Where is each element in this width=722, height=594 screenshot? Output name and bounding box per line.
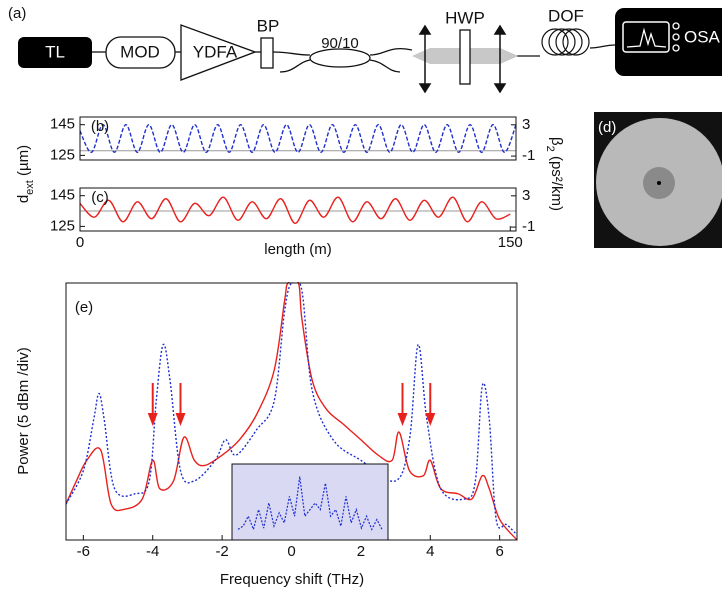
node-label: DOF bbox=[548, 6, 584, 25]
panel-label: (e) bbox=[75, 299, 93, 316]
axis-label-unit: (µm) bbox=[15, 145, 32, 180]
fiber-coil bbox=[541, 28, 590, 56]
axis-label: Power (5 dBm /div) bbox=[15, 347, 32, 475]
node-label: 90/10 bbox=[321, 35, 359, 52]
x-tick-label: -2 bbox=[215, 543, 228, 560]
y2-tick-label: 3 bbox=[522, 187, 530, 204]
y-tick-label: 145 bbox=[50, 187, 75, 204]
amplifier bbox=[180, 24, 257, 81]
x-tick-label: 6 bbox=[495, 543, 503, 560]
y2-tick-label: -1 bbox=[522, 218, 535, 235]
arrow-head bbox=[397, 413, 408, 426]
x-tick-label: 0 bbox=[76, 234, 84, 251]
coupler bbox=[309, 48, 371, 68]
y-tick-label: 125 bbox=[50, 217, 75, 234]
node-label: OSA bbox=[684, 27, 721, 46]
x-tick-label: 150 bbox=[498, 234, 523, 251]
plot-frame bbox=[79, 187, 517, 232]
node-label: TL bbox=[45, 42, 65, 61]
node-label: BP bbox=[257, 16, 280, 35]
x-tick-label: -6 bbox=[77, 543, 90, 560]
arrow-head bbox=[425, 413, 436, 426]
setup-diagram bbox=[92, 44, 616, 73]
node-label: MOD bbox=[120, 42, 160, 61]
fiber-core-center bbox=[657, 181, 661, 185]
data-line bbox=[66, 282, 517, 536]
axis-label-sub: ext bbox=[24, 180, 36, 195]
arrow-head bbox=[147, 413, 158, 426]
plot-frame bbox=[79, 116, 517, 161]
inset-line bbox=[237, 476, 383, 532]
panel-label: (a) bbox=[8, 5, 26, 22]
panel-label: (d) bbox=[598, 119, 616, 136]
y2-tick-label: -1 bbox=[522, 147, 535, 164]
arrow-head bbox=[175, 413, 186, 426]
y-tick-label: 125 bbox=[50, 146, 75, 163]
axis-label: Frequency shift (THz) bbox=[220, 571, 364, 588]
filter bbox=[260, 37, 274, 69]
axis-label-main: d bbox=[15, 195, 32, 203]
inset-frame bbox=[231, 463, 389, 541]
y2-tick-label: 3 bbox=[522, 116, 530, 133]
x-tick-label: -4 bbox=[146, 543, 159, 560]
y-tick-label: 145 bbox=[50, 116, 75, 133]
axis-label-unit: (ps²/km) bbox=[548, 152, 565, 211]
osa-trace bbox=[626, 27, 667, 48]
panel-label: (b) bbox=[91, 118, 109, 135]
x-tick-label: 0 bbox=[287, 543, 295, 560]
axis-label: β2 (ps²/km) bbox=[544, 137, 565, 211]
waveplate bbox=[459, 29, 471, 85]
node-label: HWP bbox=[445, 8, 485, 27]
x-tick-label: 4 bbox=[426, 543, 434, 560]
axis-label-main: β bbox=[548, 137, 565, 146]
axis-label: dext (µm) bbox=[15, 145, 36, 203]
node-label: YDFA bbox=[193, 42, 238, 61]
lenses bbox=[418, 24, 507, 94]
data-line bbox=[80, 196, 511, 225]
data-line bbox=[80, 123, 516, 154]
osa-screen bbox=[622, 21, 670, 53]
axis-label: length (m) bbox=[264, 241, 332, 258]
tl-box bbox=[18, 37, 92, 68]
mod-box bbox=[105, 36, 176, 69]
x-tick-label: 2 bbox=[357, 543, 365, 560]
plot-frame bbox=[65, 282, 518, 541]
panel-label: (c) bbox=[91, 189, 109, 206]
axis-label-sub: 2 bbox=[544, 146, 556, 152]
osa-knobs bbox=[672, 22, 680, 52]
